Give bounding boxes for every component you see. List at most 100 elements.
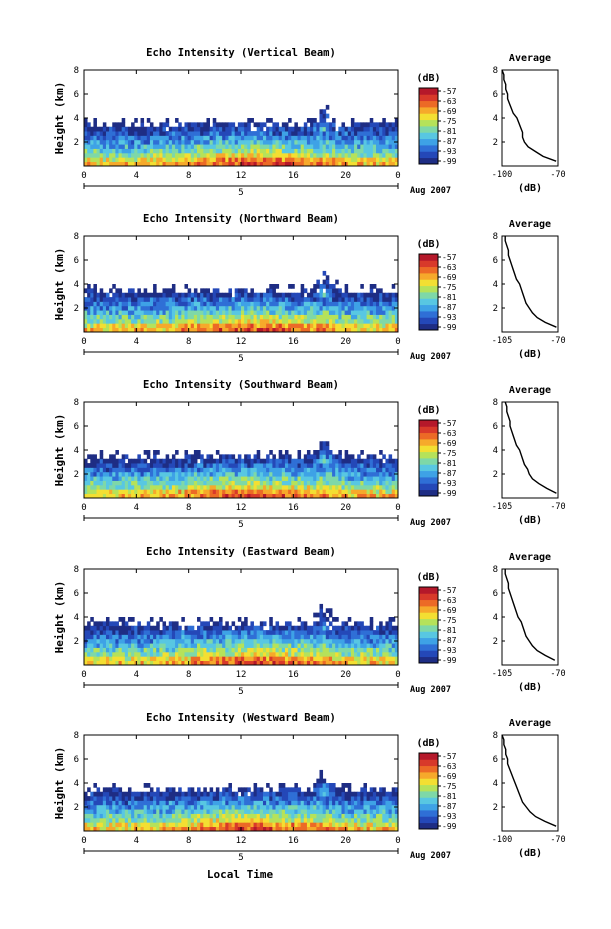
heatmap-cell: [84, 131, 88, 136]
heatmap-cell: [335, 493, 339, 499]
heatmap-cell: [300, 621, 305, 627]
heatmap-cell: [369, 144, 374, 149]
heatmap-cell: [262, 135, 267, 141]
heatmap-cell: [143, 161, 148, 167]
heatmap-cell: [328, 297, 333, 302]
heatmap-cell: [313, 621, 317, 627]
heatmap-cell: [162, 656, 167, 662]
heatmap-cell: [332, 305, 336, 311]
heatmap-cell: [382, 454, 386, 460]
heatmap-cell: [328, 634, 333, 640]
heatmap-cell: [87, 493, 91, 499]
heatmap-cell: [87, 318, 91, 324]
heatmap-cell: [237, 660, 242, 666]
heatmap-cell: [206, 656, 210, 662]
heatmap-cell: [165, 643, 170, 648]
heatmap-cell: [372, 638, 377, 644]
heatmap-cell: [350, 484, 355, 490]
heatmap-cell: [134, 135, 138, 141]
heatmap-cell: [244, 809, 248, 814]
colorbar-swatch: [419, 458, 438, 465]
heatmap-cell: [394, 634, 399, 640]
heatmap-cell: [281, 148, 286, 154]
heatmap-cell: [219, 813, 223, 819]
heatmap-cell: [109, 471, 113, 477]
heatmap-cell: [87, 634, 91, 640]
heatmap-cell: [278, 800, 283, 806]
heatmap-cell: [222, 489, 226, 495]
heatmap-cell: [219, 660, 223, 666]
heatmap-cell: [300, 809, 305, 814]
heatmap-cell: [112, 638, 116, 644]
heatmap-cell: [212, 305, 217, 311]
heatmap-cell: [303, 288, 308, 294]
heatmap-cell: [215, 634, 220, 640]
colorbar-swatch: [419, 618, 438, 626]
heatmap-cell: [162, 651, 167, 657]
colorbar-swatch: [419, 126, 438, 133]
heatmap-cell: [369, 660, 374, 666]
heatmap-cell: [357, 301, 361, 307]
heatmap-cell: [121, 454, 126, 460]
heatmap-cell: [281, 458, 286, 464]
colorbar-swatch: [419, 650, 438, 658]
colorbar-tick-label: -75: [442, 283, 457, 292]
heatmap-cell: [237, 817, 242, 823]
heatmap-cell: [134, 484, 138, 490]
heatmap-cell: [206, 323, 210, 329]
heatmap-cell: [222, 131, 226, 136]
heatmap-cell: [291, 152, 295, 158]
heatmap-cell: [96, 314, 101, 320]
heatmap-cell: [93, 126, 97, 132]
heatmap-cell: [250, 791, 254, 797]
heatmap-cell: [328, 458, 333, 464]
heatmap-cell: [212, 656, 217, 662]
heatmap-cell: [90, 157, 94, 163]
heatmap-cell: [281, 135, 286, 141]
heatmap-cell: [275, 796, 280, 801]
heatmap-cell: [156, 318, 160, 324]
heatmap-cell: [256, 157, 261, 163]
heatmap-cell: [303, 634, 308, 640]
heatmap-cell: [109, 826, 113, 832]
heatmap-cell: [360, 292, 364, 298]
heatmap-cell: [200, 454, 204, 460]
heatmap-cell: [140, 297, 145, 302]
heatmap-cell: [131, 458, 135, 464]
heatmap-cell: [269, 621, 273, 627]
average-x-tick-label: -100: [492, 170, 512, 180]
heatmap-cell: [332, 157, 336, 163]
heatmap-cell: [385, 656, 389, 662]
heatmap-cell: [93, 484, 97, 490]
heatmap-cell: [310, 157, 314, 163]
heatmap-cell: [300, 630, 305, 635]
heatmap-cell: [300, 634, 305, 640]
colorbar-tick-label: -75: [442, 449, 457, 458]
heatmap-cell: [300, 318, 305, 324]
heatmap-cell: [96, 297, 101, 302]
heatmap-cell: [215, 327, 220, 333]
heatmap-cell: [112, 804, 116, 810]
heatmap-cell: [372, 284, 377, 289]
colorbar-swatch: [419, 432, 438, 440]
heatmap-cell: [247, 301, 251, 307]
heatmap-cell: [131, 476, 135, 481]
heatmap-cell: [187, 454, 192, 460]
heatmap-cell: [269, 450, 273, 455]
heatmap-cell: [159, 638, 163, 644]
heatmap-cell: [115, 634, 119, 640]
heatmap-cell: [244, 476, 248, 481]
heatmap-cell: [278, 634, 283, 640]
heatmap-cell: [275, 817, 280, 823]
heatmap-cell: [379, 638, 383, 644]
heatmap-cell: [391, 467, 396, 473]
heatmap-cell: [206, 630, 210, 635]
heatmap-cell: [275, 476, 280, 481]
heatmap-cell: [272, 651, 276, 657]
heatmap-cell: [350, 463, 355, 468]
heatmap-cell: [341, 148, 346, 154]
heatmap-cell: [256, 135, 261, 141]
heatmap-cell: [87, 647, 91, 653]
heatmap-cell: [184, 822, 189, 828]
heatmap-cell: [379, 625, 383, 631]
